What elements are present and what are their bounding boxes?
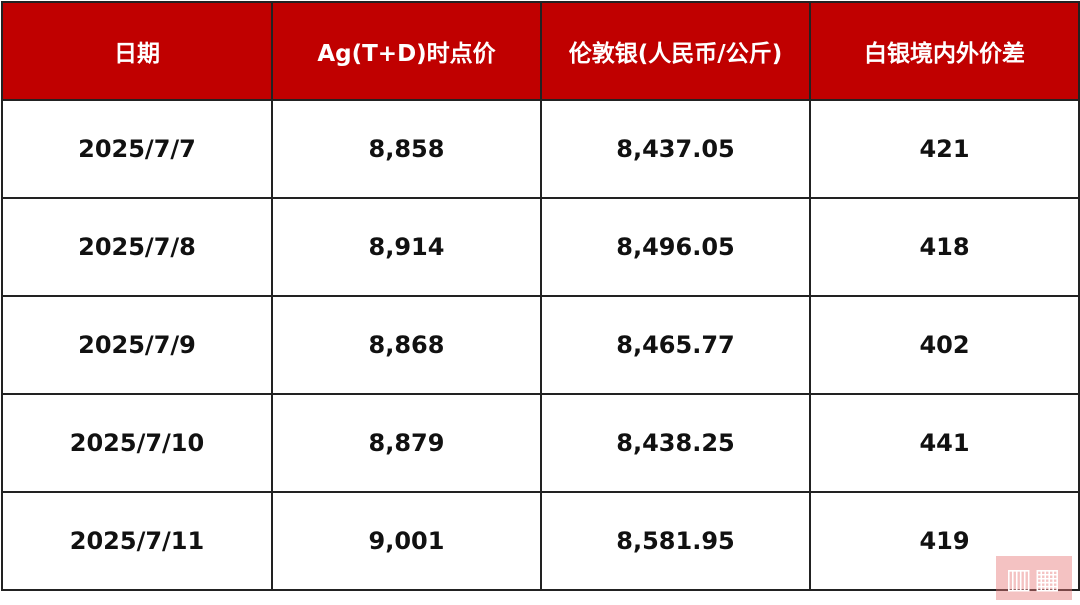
cell-spread: 418 [809, 197, 1080, 297]
silver-price-table: 日期 Ag(T+D)时点价 伦敦银(人民币/公斤) 白银境内外价差 2025/7… [1, 1, 1080, 591]
cell-agtd: 9,001 [271, 491, 542, 591]
cell-agtd: 8,879 [271, 393, 542, 493]
cell-london: 8,581.95 [540, 491, 811, 591]
cell-date: 2025/7/10 [1, 393, 273, 493]
watermark-seal: ▥▦ [996, 556, 1072, 600]
cell-spread: 421 [809, 99, 1080, 199]
table-row: 2025/7/8 8,914 8,496.05 418 [1, 197, 1080, 297]
cell-london: 8,438.25 [540, 393, 811, 493]
seal-glyphs: ▥▦ [1005, 561, 1063, 595]
cell-london: 8,496.05 [540, 197, 811, 297]
table-row: 2025/7/9 8,868 8,465.77 402 [1, 295, 1080, 395]
cell-date: 2025/7/7 [1, 99, 273, 199]
header-london-silver: 伦敦银(人民币/公斤) [540, 1, 811, 101]
header-row: 日期 Ag(T+D)时点价 伦敦银(人民币/公斤) 白银境内外价差 [1, 1, 1080, 101]
cell-agtd: 8,858 [271, 99, 542, 199]
table-row: 2025/7/7 8,858 8,437.05 421 [1, 99, 1080, 199]
cell-spread: 402 [809, 295, 1080, 395]
cell-agtd: 8,914 [271, 197, 542, 297]
header-date: 日期 [1, 1, 273, 101]
cell-spread: 419 [809, 491, 1080, 591]
header-agtd-price: Ag(T+D)时点价 [271, 1, 542, 101]
table-row: 2025/7/10 8,879 8,438.25 441 [1, 393, 1080, 493]
cell-date: 2025/7/8 [1, 197, 273, 297]
cell-spread: 441 [809, 393, 1080, 493]
cell-date: 2025/7/11 [1, 491, 273, 591]
cell-london: 8,437.05 [540, 99, 811, 199]
cell-date: 2025/7/9 [1, 295, 273, 395]
table-row: 2025/7/11 9,001 8,581.95 419 [1, 491, 1080, 591]
cell-agtd: 8,868 [271, 295, 542, 395]
cell-london: 8,465.77 [540, 295, 811, 395]
header-price-spread: 白银境内外价差 [809, 1, 1080, 101]
